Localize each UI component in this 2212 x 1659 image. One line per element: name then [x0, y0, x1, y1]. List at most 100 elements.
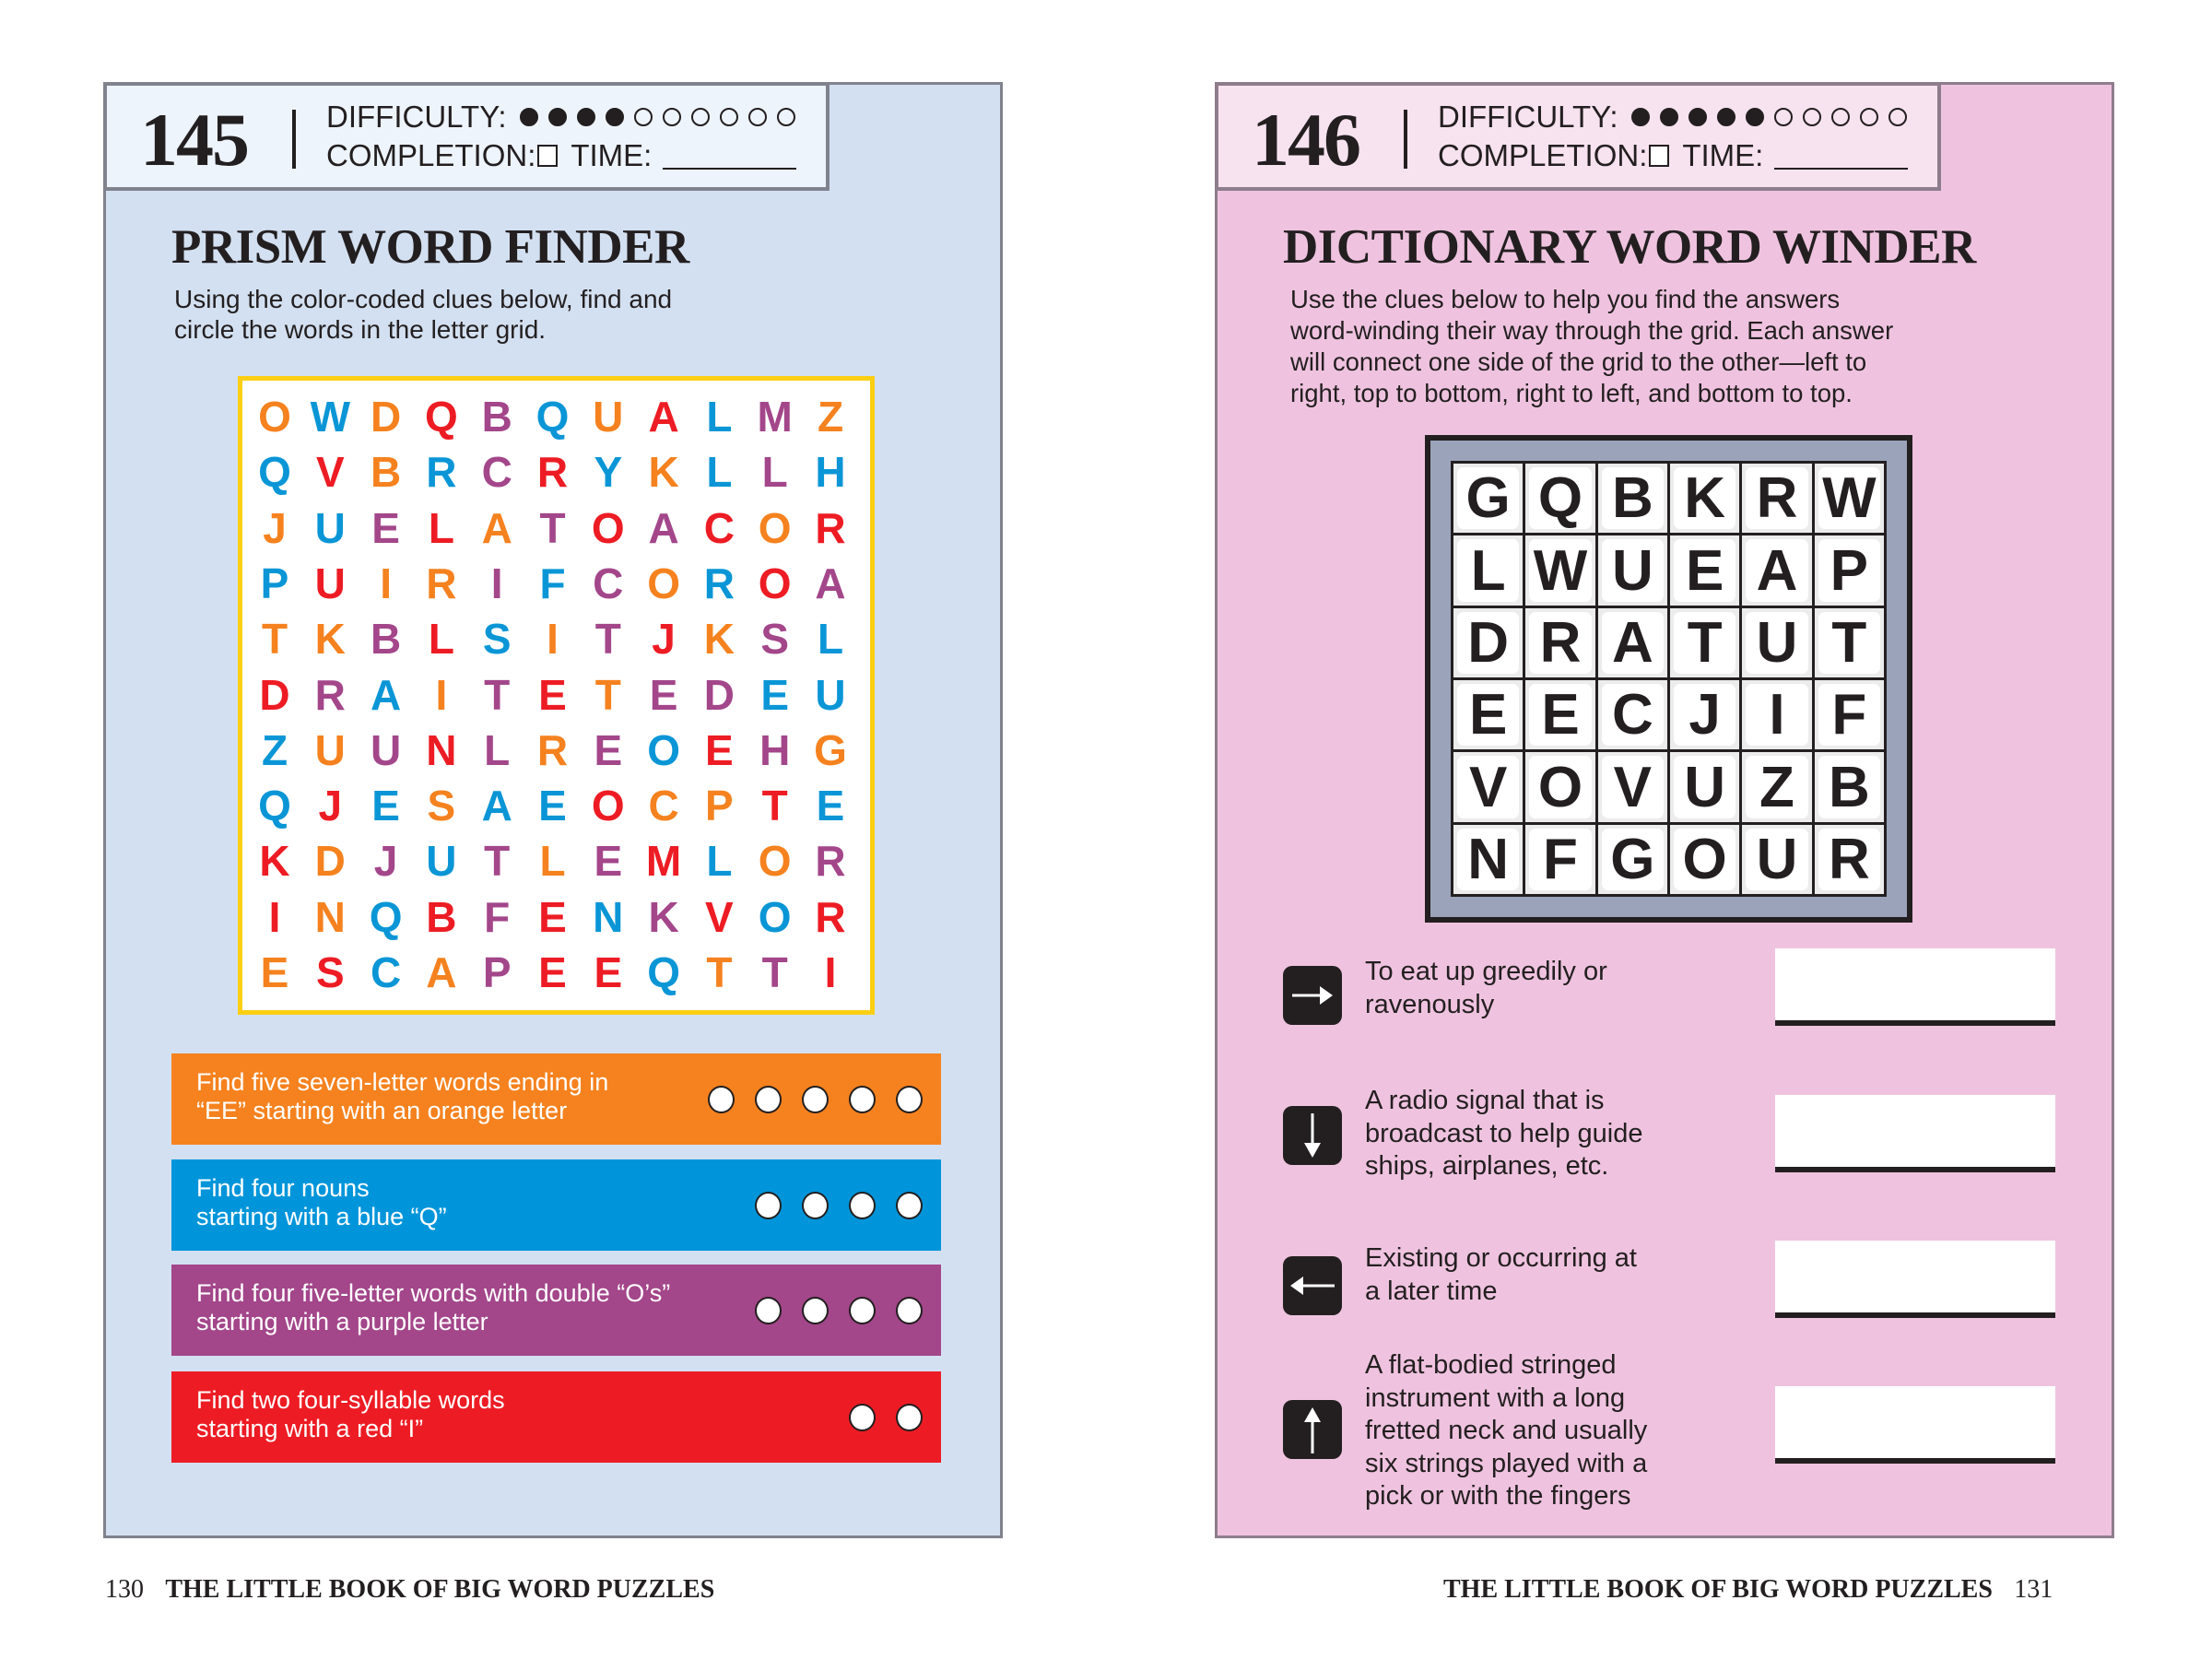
grid-letter[interactable]: I: [547, 615, 559, 664]
grid-letter[interactable]: T: [706, 948, 733, 996]
grid-letter[interactable]: N: [314, 892, 346, 941]
grid-letter[interactable]: S: [760, 615, 790, 664]
grid-letter[interactable]: J: [318, 782, 343, 830]
grid-letter[interactable]: E: [594, 837, 623, 886]
grid-letter[interactable]: R: [314, 670, 346, 719]
grid-letter[interactable]: C: [648, 782, 679, 830]
grid-letter[interactable]: R: [536, 725, 569, 774]
grid-letter[interactable]: A: [426, 948, 457, 996]
grid-letter[interactable]: Y: [594, 448, 623, 497]
grid-letter[interactable]: L: [428, 503, 454, 552]
answer-circle-checkbox[interactable]: [896, 1297, 923, 1324]
grid-letter[interactable]: S: [482, 615, 512, 664]
answer-field[interactable]: [1775, 1095, 2055, 1172]
grid-letter[interactable]: L: [428, 615, 454, 664]
grid-letter[interactable]: T: [594, 670, 621, 719]
grid-letter[interactable]: I: [380, 559, 392, 607]
grid-letter[interactable]: K: [259, 837, 290, 886]
grid-letter[interactable]: R: [815, 892, 846, 941]
grid-letter[interactable]: E: [371, 782, 400, 830]
grid-letter[interactable]: L: [484, 725, 511, 774]
grid-letter[interactable]: T: [761, 782, 788, 830]
grid-letter[interactable]: E: [705, 725, 734, 774]
grid-letter[interactable]: B: [370, 615, 402, 664]
answer-circle-checkbox[interactable]: [896, 1192, 923, 1219]
grid-letter[interactable]: Z: [817, 393, 844, 441]
grid-letter[interactable]: I: [435, 670, 448, 719]
answer-circle-checkbox[interactable]: [755, 1192, 782, 1219]
answer-field[interactable]: [1775, 1386, 2055, 1464]
grid-letter[interactable]: A: [648, 503, 679, 552]
grid-letter[interactable]: D: [314, 837, 346, 886]
grid-letter[interactable]: U: [314, 725, 346, 774]
grid-letter[interactable]: Q: [535, 393, 570, 441]
grid-letter[interactable]: U: [593, 393, 624, 441]
time-field[interactable]: [1774, 142, 1909, 170]
grid-letter[interactable]: Z: [261, 725, 288, 774]
grid-letter[interactable]: W: [310, 393, 350, 441]
answer-circle-checkbox[interactable]: [755, 1297, 782, 1324]
grid-letter[interactable]: M: [757, 393, 793, 441]
grid-letter[interactable]: J: [373, 837, 398, 886]
grid-letter[interactable]: L: [539, 837, 566, 886]
grid-letter[interactable]: R: [426, 559, 457, 607]
time-field[interactable]: [663, 142, 797, 170]
grid-letter[interactable]: H: [815, 448, 846, 497]
grid-letter[interactable]: B: [370, 448, 402, 497]
grid-letter[interactable]: Q: [369, 892, 403, 941]
grid-letter[interactable]: T: [484, 837, 511, 886]
grid-letter[interactable]: U: [314, 503, 346, 552]
grid-letter[interactable]: M: [645, 837, 682, 886]
grid-letter[interactable]: C: [481, 448, 512, 497]
answer-circle-checkbox[interactable]: [896, 1404, 923, 1431]
grid-letter[interactable]: A: [815, 559, 846, 607]
completion-checkbox[interactable]: [537, 145, 559, 167]
grid-letter[interactable]: R: [815, 837, 846, 886]
answer-circle-checkbox[interactable]: [755, 1086, 782, 1113]
grid-letter[interactable]: N: [593, 892, 624, 941]
grid-letter[interactable]: O: [647, 559, 680, 607]
grid-letter[interactable]: N: [426, 725, 457, 774]
grid-letter[interactable]: A: [481, 782, 512, 830]
grid-letter[interactable]: E: [816, 782, 845, 830]
grid-letter[interactable]: P: [260, 559, 289, 607]
answer-circle-checkbox[interactable]: [849, 1086, 876, 1113]
answer-circle-checkbox[interactable]: [708, 1086, 735, 1113]
grid-letter[interactable]: E: [594, 948, 623, 996]
grid-letter[interactable]: E: [260, 948, 289, 996]
grid-letter[interactable]: O: [258, 393, 291, 441]
grid-letter[interactable]: B: [481, 393, 512, 441]
answer-circle-checkbox[interactable]: [802, 1192, 829, 1219]
grid-letter[interactable]: O: [647, 725, 680, 774]
grid-letter[interactable]: A: [481, 503, 512, 552]
grid-letter[interactable]: L: [761, 448, 788, 497]
grid-letter[interactable]: K: [648, 892, 679, 941]
grid-letter[interactable]: T: [539, 503, 566, 552]
grid-letter[interactable]: Q: [647, 948, 680, 996]
grid-letter[interactable]: R: [703, 559, 735, 607]
grid-letter[interactable]: O: [758, 892, 792, 941]
grid-letter[interactable]: D: [259, 670, 290, 719]
grid-letter[interactable]: S: [315, 948, 345, 996]
grid-letter[interactable]: S: [427, 782, 456, 830]
grid-letter[interactable]: L: [706, 448, 733, 497]
grid-letter[interactable]: R: [426, 448, 457, 497]
answer-circle-checkbox[interactable]: [849, 1404, 876, 1431]
grid-letter[interactable]: H: [759, 725, 791, 774]
grid-letter[interactable]: A: [648, 393, 679, 441]
answer-circle-checkbox[interactable]: [849, 1192, 876, 1219]
grid-letter[interactable]: I: [490, 559, 503, 607]
answer-field[interactable]: [1775, 948, 2055, 1026]
grid-letter[interactable]: O: [758, 559, 792, 607]
grid-letter[interactable]: B: [426, 892, 457, 941]
grid-letter[interactable]: O: [758, 837, 792, 886]
grid-letter[interactable]: E: [538, 670, 567, 719]
grid-letter[interactable]: T: [594, 615, 621, 664]
grid-letter[interactable]: P: [482, 948, 512, 996]
grid-letter[interactable]: K: [648, 448, 679, 497]
grid-letter[interactable]: Q: [425, 393, 458, 441]
grid-letter[interactable]: O: [758, 503, 792, 552]
grid-letter[interactable]: R: [815, 503, 846, 552]
grid-letter[interactable]: E: [649, 670, 678, 719]
